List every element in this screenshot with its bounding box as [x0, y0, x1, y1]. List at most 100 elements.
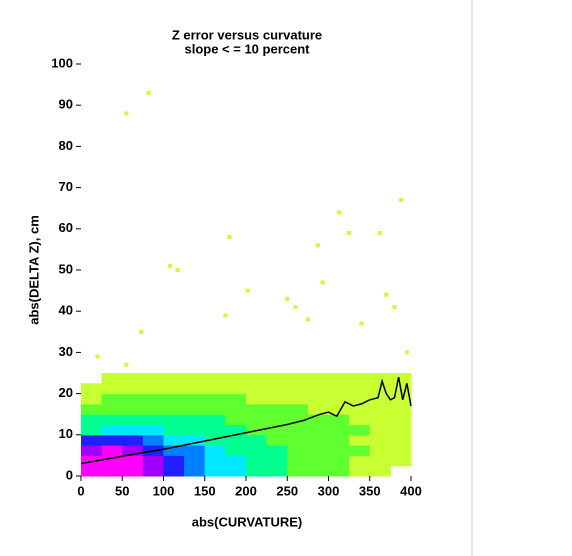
- density-cell: [328, 373, 350, 384]
- density-cell: [328, 434, 350, 446]
- outlier-point: [377, 230, 382, 235]
- density-cell: [266, 383, 288, 395]
- density-cell: [142, 383, 164, 395]
- density-cell: [101, 455, 123, 467]
- density-cell: [101, 393, 123, 405]
- chart-title: Z error versus curvature: [172, 27, 322, 42]
- density-cell: [142, 393, 164, 405]
- density-cell: [307, 373, 329, 384]
- mean-line: [80, 376, 412, 465]
- density-cell: [184, 393, 206, 405]
- density-cell: [81, 403, 103, 415]
- density-cell: [266, 434, 288, 446]
- density-cell: [163, 403, 185, 415]
- x-axis-label: abs(CURVATURE): [192, 514, 303, 529]
- density-cell: [122, 455, 144, 467]
- density-cell: [142, 424, 164, 436]
- density-cell: [307, 383, 329, 395]
- density-cell: [328, 403, 350, 415]
- density-cell: [307, 424, 329, 436]
- density-cell: [225, 445, 247, 456]
- y-tick-label: 80: [59, 138, 73, 153]
- density-cell: [142, 434, 164, 446]
- chart-subtitle: slope < = 10 percent: [184, 41, 310, 56]
- density-cell: [307, 393, 329, 405]
- density-cell: [225, 414, 247, 425]
- density-cell: [101, 383, 123, 395]
- x-tick-label: 100: [153, 483, 175, 498]
- density-cell: [307, 455, 329, 467]
- density-cell: [246, 445, 268, 456]
- density-cell: [266, 414, 288, 425]
- density-cell: [101, 373, 123, 384]
- density-cell: [163, 434, 185, 446]
- outlier-point: [305, 317, 310, 322]
- y-tick-label: 10: [59, 426, 73, 441]
- density-cell: [246, 393, 268, 405]
- density-cell: [369, 373, 391, 384]
- density-cell: [349, 434, 371, 446]
- y-axis-label: abs(DELTA Z), cm: [26, 215, 41, 325]
- density-cell: [369, 403, 391, 415]
- density-cell: [287, 383, 309, 395]
- density-cell: [163, 383, 185, 395]
- density-cell: [122, 373, 144, 384]
- density-cell: [225, 393, 247, 405]
- density-cell: [81, 455, 103, 467]
- x-tick-label: 150: [194, 483, 216, 498]
- density-cell: [184, 465, 206, 477]
- density-cell: [266, 424, 288, 436]
- density-cell: [184, 414, 206, 425]
- density-cell: [246, 465, 268, 477]
- density-cell: [163, 445, 185, 456]
- density-cell: [349, 424, 371, 436]
- density-cell: [142, 465, 164, 477]
- density-cell: [225, 373, 247, 384]
- density-cell: [328, 445, 350, 456]
- density-cell: [266, 373, 288, 384]
- density-cell: [122, 414, 144, 425]
- density-cell: [246, 383, 268, 395]
- outlier-point: [320, 280, 325, 285]
- density-cell: [287, 393, 309, 405]
- density-cell: [225, 465, 247, 477]
- outlier-point: [392, 305, 397, 310]
- density-cell: [328, 455, 350, 467]
- density-cell: [163, 424, 185, 436]
- density-cell: [225, 434, 247, 446]
- x-tick-label: 300: [318, 483, 340, 498]
- density-cell: [163, 414, 185, 425]
- density-cell: [266, 465, 288, 477]
- density-cell: [184, 424, 206, 436]
- density-cell: [307, 465, 329, 477]
- outlier-point: [124, 111, 129, 116]
- density-cell: [349, 393, 371, 405]
- density-cell: [287, 445, 309, 456]
- density-cell: [122, 434, 144, 446]
- x-tick-label: 400: [400, 483, 422, 498]
- x-tick-label: 200: [235, 483, 257, 498]
- density-cell: [204, 455, 226, 467]
- outlier-point: [399, 197, 404, 202]
- density-cell: [246, 455, 268, 467]
- density-cell: [204, 414, 226, 425]
- density-cell: [307, 434, 329, 446]
- density-cell: [204, 403, 226, 415]
- x-tick-label: 0: [77, 483, 84, 498]
- density-cell: [266, 403, 288, 415]
- density-cell: [287, 414, 309, 425]
- y-tick-label: 20: [59, 385, 73, 400]
- density-cell: [122, 383, 144, 395]
- density-cell: [328, 393, 350, 405]
- density-cell: [101, 424, 123, 436]
- density-cell: [287, 465, 309, 477]
- density-cell: [349, 455, 371, 467]
- density-cell: [266, 455, 288, 467]
- density-cell: [369, 424, 391, 436]
- density-cell: [163, 465, 185, 477]
- density-cell: [390, 434, 412, 446]
- density-cell: [81, 434, 103, 446]
- density-cell: [184, 383, 206, 395]
- density-cell: [266, 445, 288, 456]
